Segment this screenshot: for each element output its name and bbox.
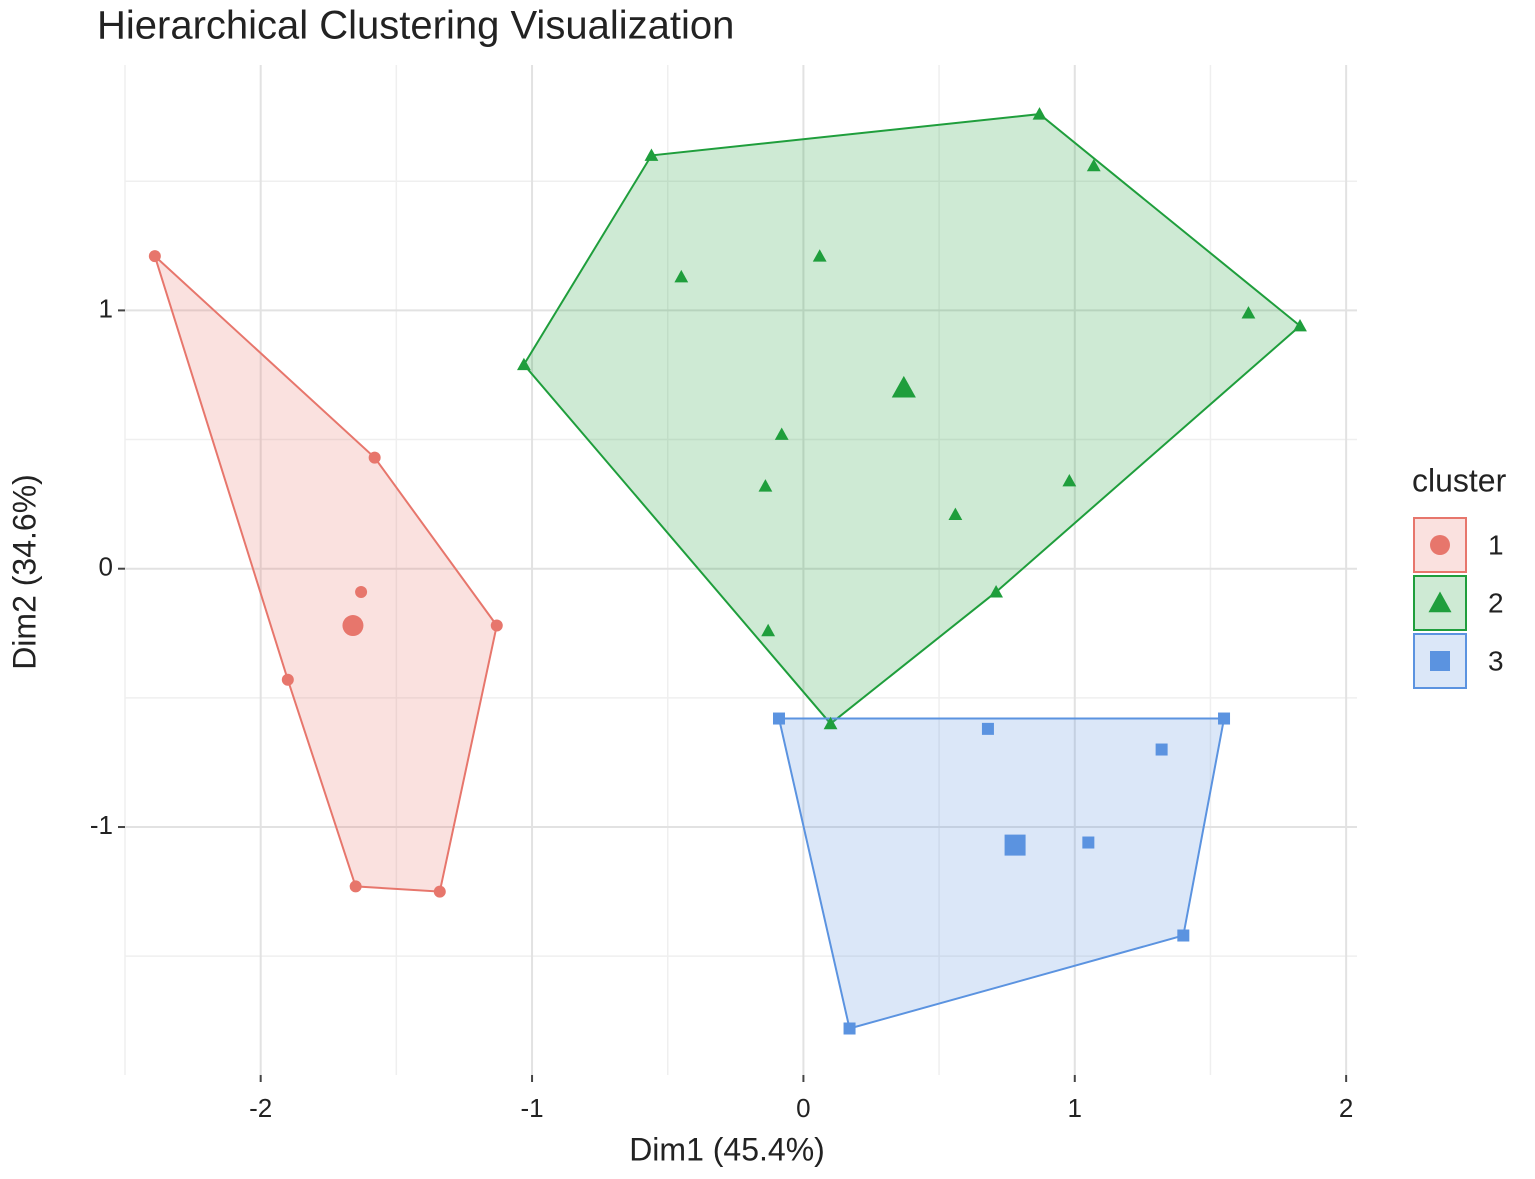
data-point — [368, 451, 381, 464]
legend-symbol — [1430, 535, 1450, 555]
cluster-center — [891, 375, 916, 398]
data-point — [674, 269, 689, 283]
data-point — [148, 250, 161, 263]
data-point — [355, 585, 368, 598]
data-point — [517, 357, 531, 371]
data-point — [1086, 158, 1101, 172]
cluster-hull — [152, 252, 498, 893]
data-point — [349, 880, 362, 893]
data-point — [1082, 836, 1095, 849]
x-tick-label: -1 — [520, 1093, 543, 1123]
data-point — [644, 148, 659, 161]
data-point — [1241, 306, 1256, 319]
legend-symbol — [1428, 591, 1452, 613]
chart-title: Hierarchical Clustering Visualization — [97, 4, 734, 48]
legend-item: 2 — [1413, 575, 1504, 631]
y-axis-title: Dim2 (34.6%) — [6, 474, 42, 670]
data-point — [948, 507, 963, 520]
legend-item: 1 — [1413, 517, 1504, 573]
data-point — [812, 249, 827, 262]
y-tick-label: -1 — [90, 810, 113, 840]
data-point — [774, 427, 789, 440]
data-point — [823, 716, 838, 730]
data-point — [1177, 929, 1190, 942]
data-point — [989, 585, 1003, 598]
x-tick-label: 0 — [796, 1093, 810, 1123]
data-point — [772, 712, 785, 725]
data-point — [281, 673, 294, 686]
legend-label: 3 — [1488, 645, 1504, 676]
y-tick-label: 0 — [99, 552, 113, 582]
data-point — [490, 619, 503, 632]
data-point — [1032, 107, 1047, 120]
cluster-center — [1004, 834, 1026, 856]
data-point — [1062, 473, 1077, 487]
data-point — [1155, 743, 1168, 756]
data-point — [758, 479, 773, 492]
legend-label: 1 — [1488, 529, 1504, 560]
x-axis-title: Dim1 (45.4%) — [629, 1131, 825, 1167]
x-tick-label: -2 — [249, 1093, 272, 1123]
data-point — [1218, 712, 1231, 725]
legend-item: 3 — [1413, 633, 1504, 689]
y-tick-label: 1 — [99, 293, 113, 323]
legend-key — [1413, 517, 1467, 573]
data-point — [1293, 318, 1307, 332]
cluster-hull — [522, 113, 1302, 726]
data-point — [843, 1022, 856, 1035]
cluster-hull — [777, 717, 1226, 1030]
data-point — [433, 885, 446, 898]
cluster-center — [342, 615, 364, 637]
data-point — [761, 623, 776, 637]
x-tick-label: 1 — [1068, 1093, 1082, 1123]
legend-symbol — [1430, 651, 1450, 671]
x-tick-label: 2 — [1339, 1093, 1353, 1123]
data-point — [981, 722, 994, 735]
legend-title: cluster — [1412, 462, 1507, 498]
legend-label: 2 — [1488, 587, 1504, 618]
